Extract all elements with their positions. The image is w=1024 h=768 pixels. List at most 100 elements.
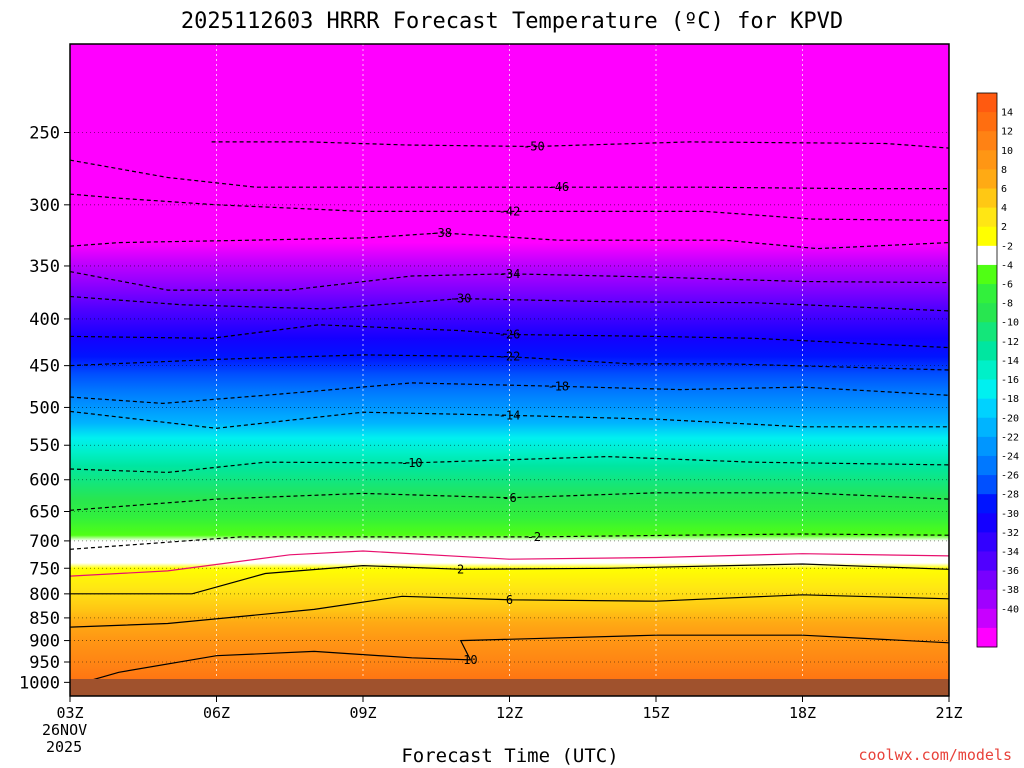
contour-5	[70, 295, 949, 312]
colorbar-swatch-9	[977, 264, 997, 285]
y-tick-label-1: 300	[29, 196, 60, 216]
contour-label-16: 10	[463, 653, 477, 667]
x-tick-label-0: 03Z	[56, 704, 83, 722]
y-tick-label-5: 500	[29, 398, 60, 418]
colorbar-tick-14: -16	[1001, 375, 1019, 386]
contour-4	[70, 271, 949, 291]
colorbar-tick-26: -40	[1001, 604, 1019, 615]
colorbar-tick-15: -18	[1001, 394, 1019, 405]
contour-label-15: 6	[506, 593, 513, 607]
credit-text: coolwx.com/models	[858, 746, 1012, 764]
colorbar-tick-18: -24	[1001, 451, 1019, 462]
colorbar-swatch-24	[977, 551, 997, 571]
colorbar-tick-25: -38	[1001, 585, 1019, 596]
colorbar-swatch-2	[977, 131, 997, 151]
colorbar-tick-9: -6	[1001, 280, 1013, 291]
contour-3	[70, 232, 949, 250]
colorbar-swatch-19	[977, 455, 997, 476]
colorbar-tick-21: -30	[1001, 509, 1019, 520]
grid-lines	[70, 44, 949, 696]
y-axis-ticks: 250 300 350 400 450 500 550 600 650 700 750 800 850 9…	[19, 124, 70, 693]
contour-13	[70, 550, 949, 577]
x-tick-label-6: 21Z	[935, 704, 962, 722]
y-tick-label-0: 250	[29, 124, 60, 144]
colorbar-swatch-11	[977, 303, 997, 323]
contour-lines: -50-46-42-38-34-30-26-22-18-14-10-6-2261…	[70, 140, 949, 687]
contour-label-4: -34	[499, 267, 521, 281]
colorbar-swatch-26	[977, 589, 997, 610]
colorbar-tick-20: -28	[1001, 490, 1019, 501]
colorbar-tick-22: -32	[1001, 528, 1019, 539]
colorbar-swatch-28	[977, 627, 997, 648]
colorbar-swatch-18	[977, 436, 997, 457]
y-tick-label-8: 650	[29, 502, 60, 522]
y-tick-label-11: 800	[29, 585, 60, 605]
colorbar-swatch-0	[977, 93, 997, 113]
x-axis-label: Forecast Time (UTC)	[401, 745, 618, 767]
contour-2	[70, 193, 949, 221]
contour-16	[70, 634, 949, 687]
x-tick-label-1: 06Z	[203, 704, 230, 722]
colorbar-tick-5: 4	[1001, 203, 1007, 214]
contour-label-9: -14	[499, 408, 521, 422]
y-tick-label-10: 750	[29, 559, 60, 579]
colorbar-swatch-20	[977, 475, 997, 495]
colorbar-tick-3: 8	[1001, 165, 1007, 176]
y-tick-label-9: 700	[29, 532, 60, 552]
x-tick-label-2: 09Z	[349, 704, 376, 722]
contour-label-5: -30	[450, 292, 472, 306]
colorbar-tick-4: 6	[1001, 184, 1007, 195]
y-tick-label-7: 600	[29, 471, 60, 491]
x-date-line-2: 2025	[46, 738, 82, 756]
contour-label-1: -46	[547, 180, 569, 194]
contour-label-0: -50	[523, 140, 545, 154]
contour-label-14: 2	[457, 562, 464, 576]
colorbar-swatch-10	[977, 284, 997, 304]
colorbar-swatch-27	[977, 608, 997, 629]
colorbar-swatch-16	[977, 398, 997, 419]
colorbar-tick-7: -2	[1001, 241, 1013, 252]
colorbar-swatch-23	[977, 532, 997, 552]
x-tick-label-4: 15Z	[642, 704, 669, 722]
colorbar-swatch-25	[977, 570, 997, 591]
colorbar-swatch-22	[977, 513, 997, 533]
colorbar-swatch-8	[977, 245, 997, 266]
chart-title: 2025112603 HRRR Forecast Temperature (ºC…	[181, 9, 843, 34]
y-tick-label-13: 900	[29, 632, 60, 652]
contour-0	[211, 141, 949, 149]
colorbar-tick-19: -26	[1001, 471, 1019, 482]
colorbar: 14 12 10 8 6 4 2 -2 -4 -6 -8 -10 -12 -14 -16 -18 -20 -22 -…	[976, 92, 1019, 648]
colorbar-tick-2: 10	[1001, 146, 1013, 157]
y-tick-label-3: 400	[29, 310, 60, 330]
colorbar-swatch-17	[977, 417, 997, 438]
plot-area: -50-46-42-38-34-30-26-22-18-14-10-6-2261…	[70, 44, 949, 696]
colorbar-swatch-6	[977, 207, 997, 228]
contour-15	[70, 594, 949, 628]
colorbar-tick-1: 12	[1001, 127, 1013, 138]
colorbar-swatch-21	[977, 494, 997, 514]
ground-surface	[70, 679, 949, 696]
x-date-line-1: 26NOV	[42, 721, 87, 739]
x-tick-label-3: 12Z	[496, 704, 523, 722]
contour-label-7: -22	[499, 350, 521, 364]
x-axis-ticks: 03Z 06Z 09Z 12Z 15Z 18Z 21Z	[56, 696, 963, 722]
colorbar-tick-17: -22	[1001, 432, 1019, 443]
y-tick-label-6: 550	[29, 436, 60, 456]
y-tick-label-14: 950	[29, 653, 60, 673]
colorbar-swatch-14	[977, 360, 997, 380]
colorbar-tick-8: -4	[1001, 260, 1013, 271]
contour-7	[70, 354, 949, 371]
colorbar-swatch-12	[977, 322, 997, 342]
x-tick-label-5: 18Z	[789, 704, 816, 722]
contour-label-11: -6	[502, 491, 516, 505]
y-tick-label-12: 850	[29, 609, 60, 629]
colorbar-tick-12: -12	[1001, 337, 1019, 348]
contour-6	[70, 324, 949, 349]
contour-label-3: -38	[430, 226, 452, 240]
colorbar-swatch-7	[977, 226, 997, 247]
colorbar-swatch-15	[977, 379, 997, 400]
colorbar-tick-24: -36	[1001, 566, 1019, 577]
contour-8	[70, 382, 949, 405]
colorbar-border	[976, 92, 998, 648]
